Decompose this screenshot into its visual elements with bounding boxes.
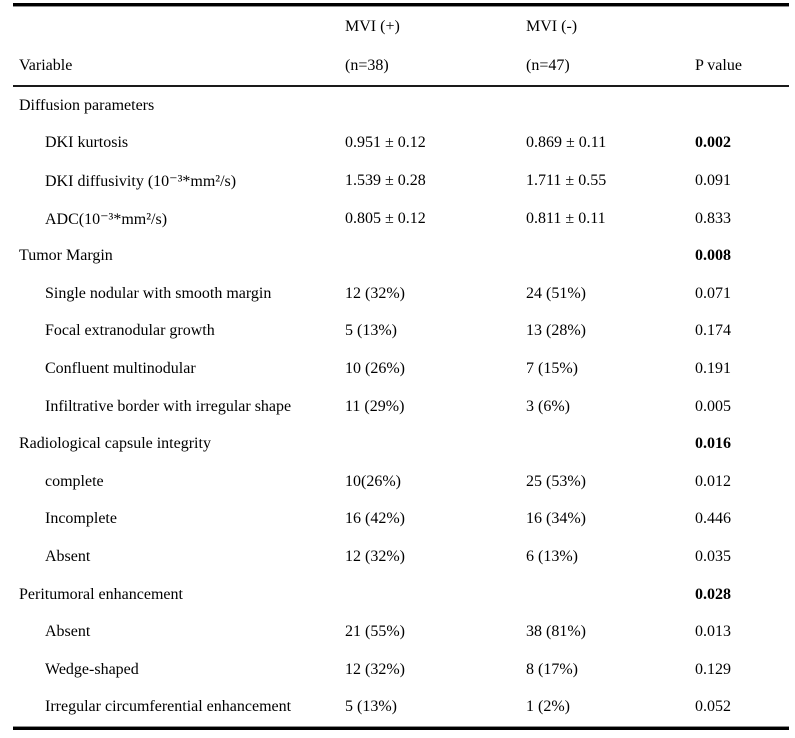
row-variable-label: DKI diffusivity (10⁻³*mm²/s) (45, 172, 237, 190)
row-variable-label: Tumor Margin (19, 247, 113, 265)
row-p-value: 0.012 (695, 472, 731, 490)
table-row: Single nodular with smooth margin 12 (32… (13, 275, 789, 313)
header-mvi-negative-group: MVI (-) (526, 17, 578, 35)
row-p-value: 0.174 (695, 322, 731, 340)
header-variable-label: Variable (19, 56, 73, 74)
header-line-2: Variable (n=38) (n=47) P value (13, 46, 789, 85)
row-p-value: 0.191 (695, 359, 731, 377)
row-mvi-positive-value: 12 (32%) (345, 547, 405, 565)
row-p-value: 0.013 (695, 623, 731, 641)
row-mvi-negative-value: 7 (15%) (526, 359, 578, 377)
row-variable-label: Diffusion parameters (19, 96, 155, 114)
row-mvi-positive-value: 5 (13%) (345, 322, 397, 340)
row-p-value: 0.446 (695, 510, 731, 528)
table-row: Infiltrative border with irregular shape… (13, 388, 789, 426)
row-mvi-negative-value: 1 (2%) (526, 698, 570, 716)
header-separator-rule (13, 85, 789, 87)
row-variable-label: Infiltrative border with irregular shape (45, 397, 292, 415)
row-variable-label: Focal extranodular growth (45, 322, 215, 340)
row-mvi-positive-value: 12 (32%) (345, 284, 405, 302)
row-mvi-negative-value: 16 (34%) (526, 510, 586, 528)
header-p-value-label: P value (695, 56, 742, 74)
row-variable-label: Wedge-shaped (45, 660, 139, 678)
row-mvi-positive-value: 0.951 ± 0.12 (345, 134, 426, 152)
row-variable-label: Peritumoral enhancement (19, 585, 183, 603)
row-mvi-positive-value: 5 (13%) (345, 698, 397, 716)
row-p-value: 0.028 (695, 585, 731, 603)
table-body: Diffusion parameters DKI kurtosis 0.951 … (13, 87, 789, 726)
row-mvi-positive-value: 11 (29%) (345, 397, 405, 415)
row-mvi-positive-value: 12 (32%) (345, 660, 405, 678)
table-row: Absent 12 (32%) 6 (13%) 0.035 (13, 538, 789, 576)
row-mvi-negative-value: 3 (6%) (526, 397, 570, 415)
row-p-value: 0.833 (695, 209, 731, 227)
statistics-table: MVI (+) MVI (-) Variable (n=38) (n=47) P… (13, 3, 789, 731)
row-variable-label: Incomplete (45, 510, 117, 528)
row-p-value: 0.071 (695, 284, 731, 302)
row-variable-label: complete (45, 472, 104, 490)
row-variable-label: Irregular circumferential enhancement (45, 698, 292, 716)
row-p-value: 0.035 (695, 547, 731, 565)
table-row: Confluent multinodular 10 (26%) 7 (15%) … (13, 350, 789, 388)
row-mvi-negative-value: 8 (17%) (526, 660, 578, 678)
row-mvi-positive-value: 0.805 ± 0.12 (345, 209, 426, 227)
table-top-rule-thick (13, 3, 789, 6)
table-row: Absent 21 (55%) 38 (81%) 0.013 (13, 613, 789, 651)
header-line-1: MVI (+) MVI (-) (13, 7, 789, 46)
row-mvi-negative-value: 38 (81%) (526, 623, 586, 641)
row-mvi-positive-value: 10(26%) (345, 472, 401, 490)
row-mvi-negative-value: 13 (28%) (526, 322, 586, 340)
table-row: DKI diffusivity (10⁻³*mm²/s) 1.539 ± 0.2… (13, 162, 789, 200)
table-row: Peritumoral enhancement 0.028 (13, 576, 789, 614)
table-row: Tumor Margin 0.008 (13, 237, 789, 275)
row-variable-label: Single nodular with smooth margin (45, 284, 272, 302)
row-p-value: 0.016 (695, 435, 731, 453)
table-header: MVI (+) MVI (-) Variable (n=38) (n=47) P… (13, 7, 789, 85)
row-variable-label: Confluent multinodular (45, 359, 196, 377)
row-mvi-positive-value: 1.539 ± 0.28 (345, 171, 426, 189)
table-row: complete 10(26%) 25 (53%) 0.012 (13, 463, 789, 501)
table-bottom-rule-thick (13, 727, 789, 731)
row-mvi-negative-value: 6 (13%) (526, 547, 578, 565)
row-mvi-negative-value: 1.711 ± 0.55 (526, 171, 607, 189)
table-row: Wedge-shaped 12 (32%) 8 (17%) 0.129 (13, 651, 789, 689)
header-mvi-negative-n: (n=47) (526, 56, 570, 74)
table-row: DKI kurtosis 0.951 ± 0.12 0.869 ± 0.11 0… (13, 125, 789, 163)
table-row: Irregular circumferential enhancement 5 … (13, 689, 789, 727)
table-row: Incomplete 16 (42%) 16 (34%) 0.446 (13, 501, 789, 539)
row-p-value: 0.091 (695, 171, 731, 189)
table-top-rule-thin (13, 6, 789, 7)
row-mvi-positive-value: 16 (42%) (345, 510, 405, 528)
table-row: ADC(10⁻³*mm²/s) 0.805 ± 0.12 0.811 ± 0.1… (13, 200, 789, 238)
table-row: Focal extranodular growth 5 (13%) 13 (28… (13, 313, 789, 351)
table-row: Radiological capsule integrity 0.016 (13, 425, 789, 463)
row-p-value: 0.002 (695, 134, 731, 152)
header-mvi-positive-n: (n=38) (345, 56, 389, 74)
row-p-value: 0.005 (695, 397, 731, 415)
row-variable-label: Absent (45, 623, 91, 641)
row-p-value: 0.008 (695, 247, 731, 265)
table-row: Diffusion parameters (13, 87, 789, 125)
table-bottom-rule-thin (13, 726, 789, 728)
row-p-value: 0.052 (695, 698, 731, 716)
row-p-value: 0.129 (695, 660, 731, 678)
row-mvi-negative-value: 25 (53%) (526, 472, 586, 490)
row-mvi-positive-value: 10 (26%) (345, 359, 405, 377)
row-variable-label: Radiological capsule integrity (19, 435, 211, 453)
header-mvi-positive-group: MVI (+) (345, 17, 400, 35)
row-mvi-positive-value: 21 (55%) (345, 623, 405, 641)
row-mvi-negative-value: 0.869 ± 0.11 (526, 134, 607, 152)
row-mvi-negative-value: 0.811 ± 0.11 (526, 209, 606, 227)
row-mvi-negative-value: 24 (51%) (526, 284, 586, 302)
row-variable-label: DKI kurtosis (45, 134, 129, 152)
row-variable-label: ADC(10⁻³*mm²/s) (45, 210, 168, 228)
row-variable-label: Absent (45, 547, 91, 565)
